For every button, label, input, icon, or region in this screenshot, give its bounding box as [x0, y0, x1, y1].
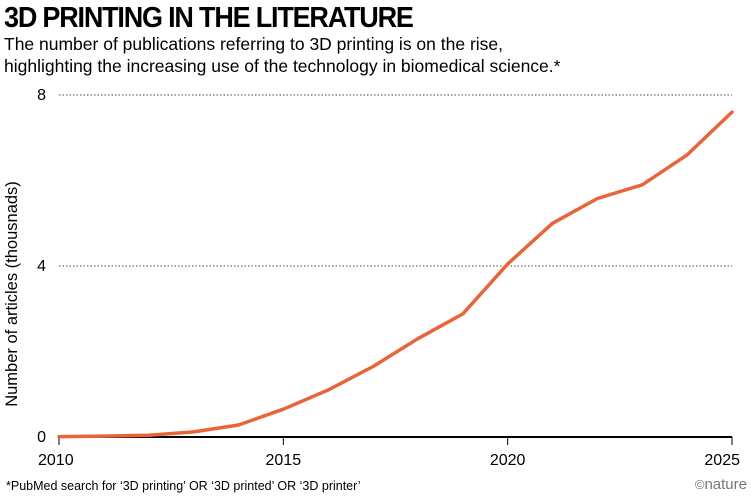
y-axis-title: Number of articles (thousnads) — [3, 181, 21, 407]
x-axis-ticks: 2010 2015 2020 2025 — [38, 437, 740, 469]
x-tick-label-2025: 2025 — [704, 452, 740, 469]
footnote: *PubMed search for ‘3D printing’ OR ‘3D … — [6, 479, 361, 493]
grid-lines — [59, 94, 732, 267]
credit-name: nature — [704, 476, 747, 493]
x-tick-label-2010: 2010 — [38, 452, 74, 469]
source-credit: ©nature — [695, 476, 747, 493]
y-tick-label-8: 8 — [37, 87, 46, 104]
chart-subtitle: The number of publications referring to … — [4, 33, 744, 77]
y-tick-label-0: 0 — [37, 429, 46, 446]
y-axis-ticks: 0 4 8 — [37, 87, 46, 446]
x-tick-label-2020: 2020 — [490, 452, 526, 469]
copyright-symbol: © — [694, 477, 705, 492]
y-tick-label-4: 4 — [37, 258, 46, 275]
x-tick-label-2015: 2015 — [266, 452, 302, 469]
subtitle-line-2: highlighting the increasing use of the t… — [4, 56, 561, 76]
subtitle-line-1: The number of publications referring to … — [4, 34, 504, 54]
articles-series-line — [57, 110, 734, 439]
chart-title: 3D PRINTING IN THE LITERATURE — [4, 2, 414, 34]
